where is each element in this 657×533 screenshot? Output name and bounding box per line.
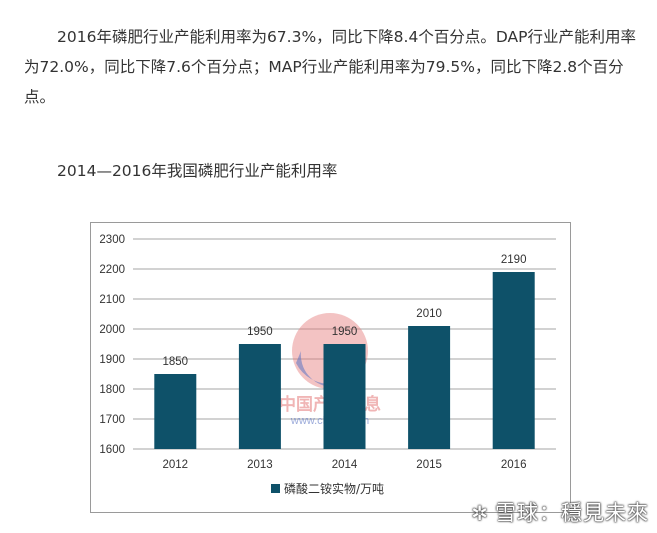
data-label-2015: 2010: [416, 308, 442, 320]
y-tick-label: 2100: [99, 294, 125, 306]
y-tick-label: 2300: [99, 234, 125, 246]
x-tick-label-2015: 2015: [416, 459, 442, 471]
y-tick-label: 1700: [99, 414, 125, 426]
signature-text: 雪球：穩見未來: [495, 501, 649, 525]
bar-2016: [492, 272, 535, 449]
bar-2012: [154, 374, 197, 449]
data-labels: 1850 1950 1950 2010 2190: [163, 254, 527, 368]
x-tick-label-2013: 2013: [247, 459, 273, 471]
signature-watermark: ✲ 雪球：穩見未來: [471, 497, 649, 527]
y-tick-label: 1800: [99, 384, 125, 396]
bars: [154, 272, 535, 449]
x-axis-ticks: 2012 2013 2014 2015 2016: [163, 459, 527, 471]
y-tick-label: 1600: [99, 444, 125, 456]
y-tick-label: 2000: [99, 324, 125, 336]
bar-2014: [323, 344, 366, 449]
y-tick-label: 2200: [99, 264, 125, 276]
legend: 磷酸二铵实物/万吨: [271, 481, 384, 496]
legend-swatch: [271, 484, 280, 493]
data-label-2012: 1850: [163, 356, 189, 368]
x-tick-label-2014: 2014: [332, 459, 358, 471]
y-tick-label: 1900: [99, 354, 125, 366]
chart-caption: 2014—2016年我国磷肥行业产能利用率: [57, 162, 338, 180]
article-paragraph: 2016年磷肥行业产能利用率为67.3%，同比下降8.4个百分点。DAP行业产能…: [24, 28, 636, 106]
data-label-2014: 1950: [332, 326, 358, 338]
x-tick-label-2016: 2016: [501, 459, 527, 471]
x-tick-label-2012: 2012: [163, 459, 189, 471]
data-label-2016: 2190: [501, 254, 527, 266]
bar-2013: [238, 344, 281, 449]
snowball-icon: ✲: [471, 501, 489, 525]
legend-label: 磷酸二铵实物/万吨: [284, 481, 384, 496]
data-label-2013: 1950: [247, 326, 273, 338]
bar-2015: [408, 326, 451, 449]
y-axis-ticks: 1600 1700 1800 1900 2000 2100 2200 2300: [99, 234, 125, 456]
